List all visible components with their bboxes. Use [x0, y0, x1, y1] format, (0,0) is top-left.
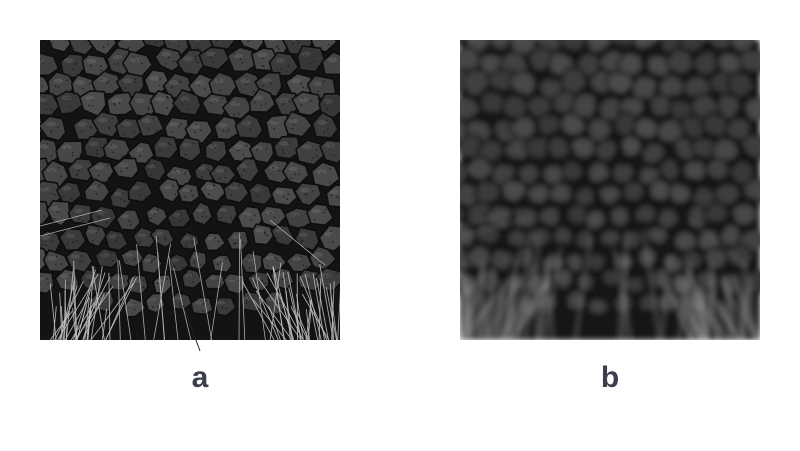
- blurred-skin-texture-image: [460, 40, 760, 340]
- micrograph-panel-a: [40, 40, 340, 340]
- panel-label-a: a: [191, 361, 209, 394]
- panel-label-b: b: [600, 361, 620, 394]
- sharp-skin-texture-image: [40, 40, 340, 340]
- micrograph-panel-b: [460, 40, 760, 340]
